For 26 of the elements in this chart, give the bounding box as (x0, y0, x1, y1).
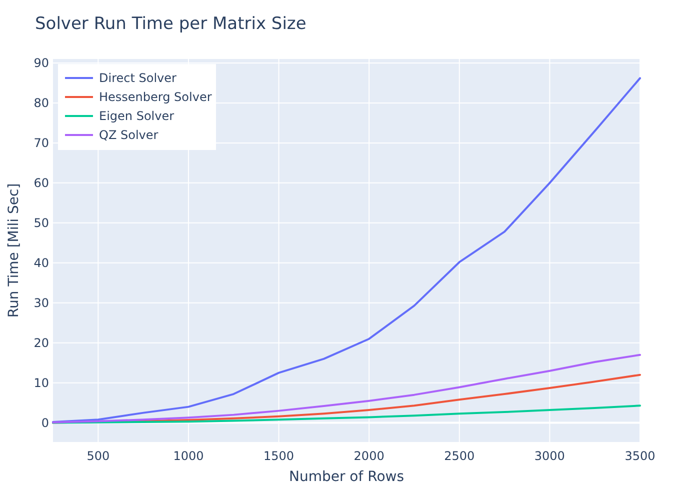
y-tick-label: 50 (34, 216, 49, 230)
x-tick-label: 2000 (354, 449, 384, 463)
legend-label: QZ Solver (99, 128, 158, 142)
y-tick-label: 90 (34, 56, 49, 70)
y-tick-label: 80 (34, 96, 49, 110)
x-tick-label: 1500 (263, 449, 294, 463)
x-tick-label: 3500 (624, 449, 656, 463)
y-tick-label: 30 (34, 296, 49, 310)
y-axis-title: Run Time [Mili Sec] (6, 183, 22, 318)
x-tick-label: 3000 (534, 449, 565, 463)
x-tick-label: 2500 (444, 449, 475, 463)
x-axis-title: Number of Rows (288, 469, 404, 485)
y-tick-label: 40 (34, 256, 49, 270)
y-tick-label: 70 (34, 136, 49, 150)
legend-label: Direct Solver (99, 71, 177, 85)
y-tick-label: 20 (34, 336, 49, 350)
chart-title: Solver Run Time per Matrix Size (35, 14, 306, 34)
line-series (52, 354, 641, 424)
legend-label: Hessenberg Solver (99, 90, 212, 104)
y-tick-label: 0 (41, 416, 49, 430)
y-tick-label: 10 (34, 376, 49, 390)
line-series (52, 404, 641, 424)
x-tick-label: 500 (86, 449, 110, 463)
legend-label: Eigen Solver (99, 109, 174, 123)
x-tick-label: 1000 (173, 449, 204, 463)
y-tick-label: 60 (34, 176, 49, 190)
